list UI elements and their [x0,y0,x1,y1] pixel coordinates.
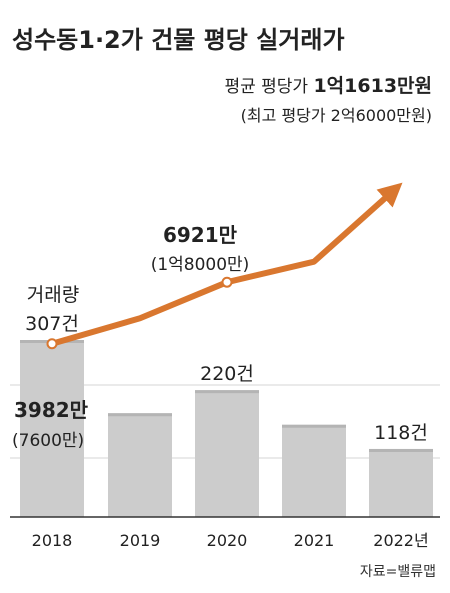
price-label-value: 1억1613만원 [313,75,432,97]
source-note: 자료=밸류맵 [360,564,436,580]
x-tick-label: 2018 [32,531,73,550]
price-point-2020 [221,276,233,288]
x-tick-label: 2020 [207,531,248,550]
x-tick-labels: 2018 2019 2020 2021 2022년 [32,531,429,550]
price-label-main: 3982만 [14,398,89,422]
bar-top-2021 [282,424,346,428]
price-label-sub: (1억8000만) [151,255,250,275]
bar-value-label: 118건 [374,422,428,444]
price-label-prefix: 평균 평당가 [224,77,313,97]
x-tick-label: 2019 [120,531,161,550]
x-tick-label: 2022년 [373,531,428,550]
x-tick-label: 2021 [294,531,335,550]
bar-2021 [282,424,346,517]
bar-2022년 [369,448,433,517]
bar-value-labels: 307건 220건 118건 [25,313,428,444]
bar-top-2022년 [369,448,433,452]
bar-2018 [20,340,84,517]
price-label-sub: (7600만) [12,431,84,451]
price-point-2018 [46,338,58,350]
bar-value-label: 220건 [200,363,254,385]
price-label-main: 6921만 [163,223,238,247]
bar-top-2020 [195,390,259,394]
bar-2020 [195,390,259,517]
price-line-labels: 3982만 (7600만) 6921만 (1억8000만) 평균 평당가 1억1613만… [12,75,432,451]
bar-2019 [108,413,172,517]
bar-value-label: 307건 [25,313,79,335]
bar-top-2019 [108,413,172,417]
price-label-main: 평균 평당가 1억1613만원 [224,75,432,97]
price-label-sub: (최고 평당가 2억6000만원) [241,106,432,125]
price-line-points [46,276,233,350]
chart-title: 성수동1·2가 건물 평당 실거래가 [12,26,345,54]
volume-header-label: 거래량 [27,284,79,306]
